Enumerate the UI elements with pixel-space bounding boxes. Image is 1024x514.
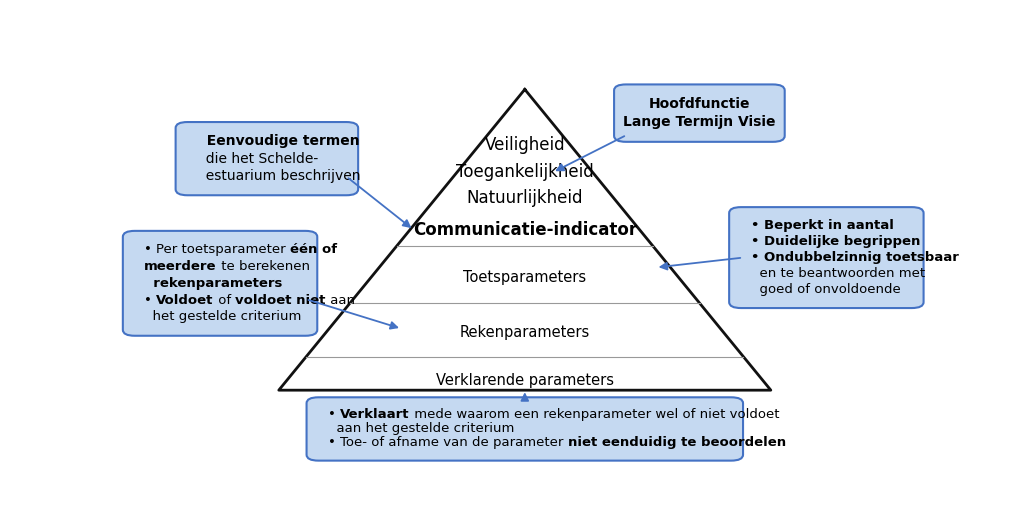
FancyBboxPatch shape [729,207,924,308]
Text: één of: één of [290,244,337,256]
Text: voldoet niet: voldoet niet [236,293,326,306]
Text: •: • [328,436,340,449]
Text: • Beperkt in aantal: • Beperkt in aantal [751,219,894,232]
Text: aan: aan [326,293,354,306]
Text: Veiligheid: Veiligheid [484,136,565,154]
Text: die het Schelde-: die het Schelde- [197,152,318,166]
Text: rekenparameters: rekenparameters [144,277,283,290]
FancyBboxPatch shape [176,122,358,195]
FancyBboxPatch shape [123,231,317,336]
Text: • Duidelijke begrippen: • Duidelijke begrippen [751,235,920,248]
Text: of: of [214,293,236,306]
Text: Rekenparameters: Rekenparameters [460,325,590,340]
Text: goed of onvoldoende: goed of onvoldoende [751,283,900,296]
Text: Toetsparameters: Toetsparameters [463,270,587,285]
Text: Lange Termijn Visie: Lange Termijn Visie [624,115,775,129]
Text: het gestelde criterium: het gestelde criterium [144,310,302,323]
Polygon shape [279,89,771,390]
Text: Eenvoudige termen: Eenvoudige termen [197,134,359,149]
Text: estuarium beschrijven: estuarium beschrijven [197,169,360,183]
FancyBboxPatch shape [306,397,743,461]
Text: aan het gestelde criterium: aan het gestelde criterium [328,423,514,435]
Text: mede waarom een rekenparameter wel of niet voldoet: mede waarom een rekenparameter wel of ni… [410,409,779,421]
Text: meerdere: meerdere [144,260,217,273]
Text: •: • [328,409,340,421]
Text: •: • [144,244,157,256]
Text: niet eenduidig te beoordelen: niet eenduidig te beoordelen [567,436,785,449]
Text: te berekenen: te berekenen [217,260,310,273]
Text: Toegankelijkheid: Toegankelijkheid [456,163,594,181]
Text: Verklaart: Verklaart [340,409,410,421]
Text: Voldoet: Voldoet [157,293,214,306]
Text: Natuurlijkheid: Natuurlijkheid [467,189,583,207]
Text: Verklarende parameters: Verklarende parameters [436,373,613,388]
Text: Per toetsparameter: Per toetsparameter [157,244,290,256]
Text: en te beantwoorden met: en te beantwoorden met [751,267,925,280]
FancyBboxPatch shape [614,84,784,142]
Text: Hoofdfunctie: Hoofdfunctie [648,97,751,111]
Text: Communicatie-indicator: Communicatie-indicator [413,221,637,239]
Text: • Ondubbelzinnig toetsbaar: • Ondubbelzinnig toetsbaar [751,251,958,264]
Text: Toe- of afname van de parameter: Toe- of afname van de parameter [340,436,567,449]
Text: •: • [144,293,157,306]
